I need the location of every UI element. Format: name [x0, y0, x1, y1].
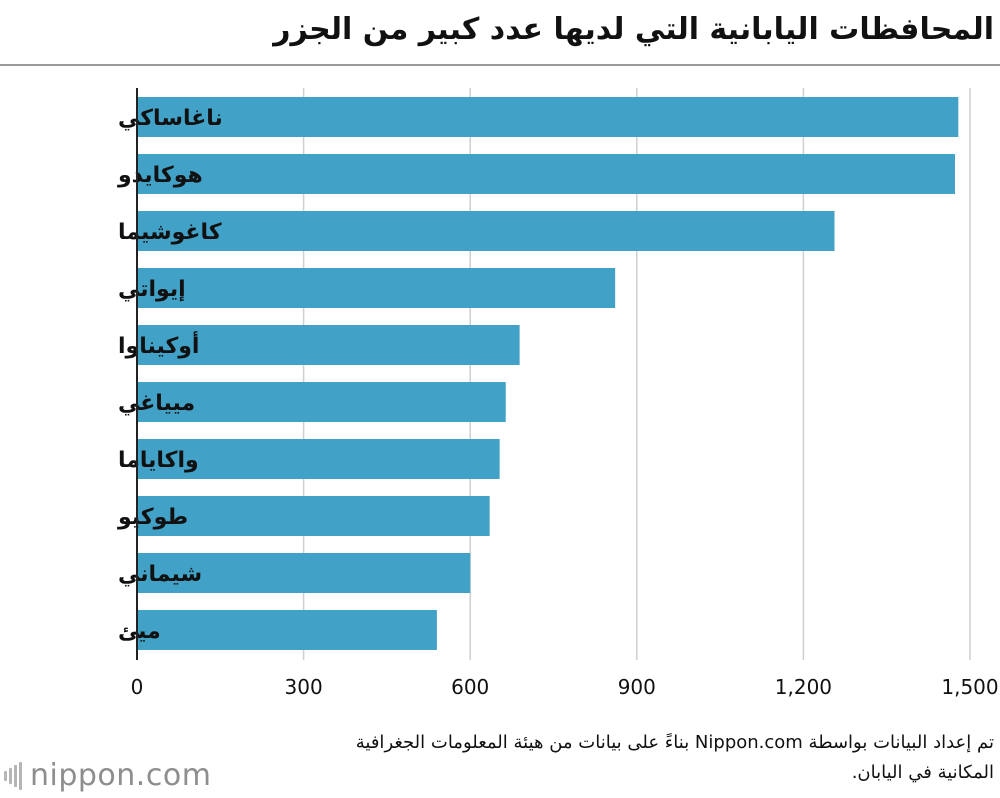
category-label: إيواتي: [118, 277, 186, 302]
x-tick-label: 1,500: [941, 675, 998, 699]
category-label: أوكيناوا: [118, 330, 199, 359]
chart-title: المحافظات اليابانية التي لديها عدد كبير …: [273, 12, 994, 47]
bar: [137, 610, 437, 650]
bar: [137, 154, 956, 194]
category-label: طوكيو: [117, 505, 188, 530]
bar: [137, 97, 959, 137]
bar: [137, 439, 500, 479]
category-label: ميئ: [118, 619, 161, 644]
x-tick-label: 900: [618, 675, 656, 699]
category-label: ميياغي: [118, 391, 195, 416]
x-tick-label: 300: [285, 675, 323, 699]
bars: [137, 97, 959, 650]
bar: [137, 268, 616, 308]
bar: [137, 496, 490, 536]
logo-mark-icon: [4, 761, 22, 790]
category-label: هوكايدو: [117, 163, 203, 188]
category-labels: ناغاساكي هوكايدو كاغوشيما إيواتي أوكيناوا ميي…: [117, 106, 223, 644]
x-tick-label: 1,200: [775, 675, 832, 699]
x-tick-label: 600: [451, 675, 489, 699]
category-label: كاغوشيما: [118, 220, 222, 245]
bar: [137, 325, 520, 365]
bar-chart: ناغاساكي هوكايدو كاغوشيما إيواتي أوكيناوا ميي…: [117, 88, 999, 699]
nippon-logo: nippon.com: [4, 758, 211, 793]
x-tick-labels: 0 300 600 900 1,200 1,500: [131, 675, 999, 699]
category-label: ناغاساكي: [118, 106, 223, 131]
x-tick-label: 0: [131, 675, 144, 699]
bar: [137, 382, 506, 422]
logo-text: nippon.com: [30, 758, 212, 793]
category-label: شيماني: [118, 562, 202, 587]
bar: [137, 553, 471, 593]
bar: [137, 211, 835, 251]
source-note: تم إعداد البيانات بواسطة Nippon.com بناء…: [355, 732, 994, 783]
title-divider: [0, 64, 1000, 66]
category-label: واكاياما: [118, 448, 199, 473]
